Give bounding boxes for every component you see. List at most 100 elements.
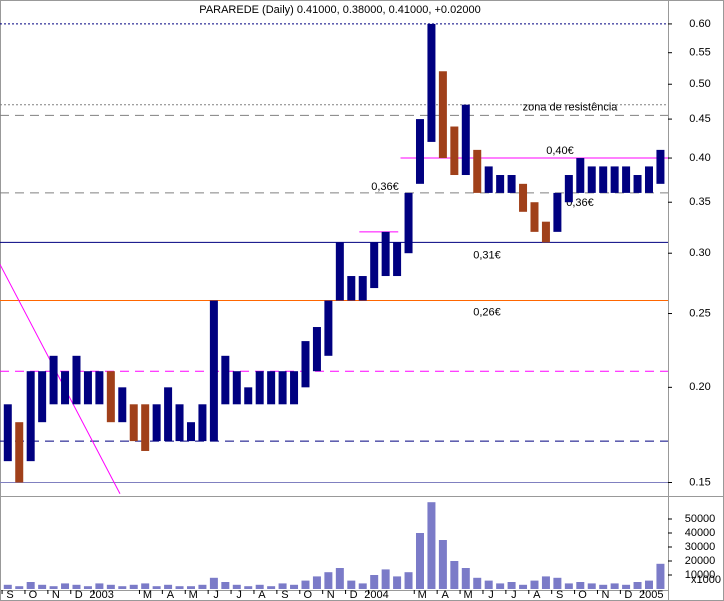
volume-bar bbox=[415, 533, 424, 589]
volume-bar bbox=[312, 576, 321, 589]
volume-bar bbox=[267, 586, 276, 589]
volume-bar bbox=[255, 584, 264, 589]
x-tick-label: O bbox=[29, 589, 38, 601]
volume-bar bbox=[141, 583, 150, 589]
volume-bar bbox=[324, 572, 333, 589]
price-bar bbox=[267, 371, 276, 405]
y-tick-label: 0.35 bbox=[689, 196, 710, 208]
volume-bar bbox=[26, 582, 35, 589]
volume-bar bbox=[576, 582, 585, 589]
volume-bar bbox=[209, 577, 218, 589]
volume-bar bbox=[622, 584, 631, 589]
price-bar bbox=[198, 404, 207, 442]
price-bar bbox=[301, 341, 310, 388]
price-bar bbox=[610, 166, 619, 193]
volume-bar bbox=[393, 576, 402, 589]
price-bar bbox=[496, 175, 505, 193]
volume-bar bbox=[587, 583, 596, 589]
price-bar bbox=[83, 371, 92, 405]
price-bar bbox=[519, 183, 528, 212]
volume-bar bbox=[438, 540, 447, 589]
x-tick-label: A bbox=[258, 589, 266, 601]
x-tick-label: M bbox=[189, 589, 198, 601]
x-tick-label: S bbox=[556, 589, 563, 601]
x-tick-label: D bbox=[624, 589, 632, 601]
x-tick-label: N bbox=[327, 589, 335, 601]
volume-bar bbox=[473, 577, 482, 589]
line-label: 0,36€ bbox=[371, 181, 399, 193]
line-label: 0,40€ bbox=[546, 145, 574, 157]
volume-bar bbox=[633, 582, 642, 589]
y-tick-label: 0.45 bbox=[689, 113, 710, 125]
line-label: zona de resistência bbox=[523, 101, 619, 113]
volume-bar bbox=[530, 580, 539, 589]
volume-bar bbox=[290, 584, 299, 589]
volume-bar bbox=[72, 584, 81, 589]
volume-bar bbox=[610, 583, 619, 589]
volume-bar bbox=[129, 584, 138, 589]
x-tick-label: D bbox=[75, 589, 83, 601]
x-tick-label: N bbox=[52, 589, 60, 601]
y-tick-label: 0.30 bbox=[689, 247, 710, 259]
volume-bar bbox=[335, 568, 344, 589]
price-bar bbox=[370, 242, 379, 289]
price-bar bbox=[49, 355, 58, 405]
x-tick-label: M bbox=[143, 589, 152, 601]
volume-bar bbox=[564, 583, 573, 589]
y-tick-label: 0.50 bbox=[689, 78, 710, 90]
price-bar bbox=[312, 327, 321, 372]
x-tick-label: J bbox=[213, 589, 219, 601]
price-bar bbox=[599, 166, 608, 193]
volume-bar bbox=[599, 584, 608, 589]
volume-bar bbox=[198, 584, 207, 589]
price-bar bbox=[622, 166, 631, 193]
price-bar bbox=[358, 276, 367, 301]
price-bar bbox=[38, 371, 47, 423]
y-tick-label: 50000 bbox=[685, 513, 716, 525]
price-bar bbox=[244, 387, 253, 405]
volume-bar bbox=[95, 583, 104, 589]
price-bar bbox=[415, 119, 424, 184]
price-bar bbox=[324, 300, 333, 356]
trendline bbox=[0, 264, 121, 494]
price-bar bbox=[473, 149, 482, 193]
price-bar bbox=[26, 371, 35, 462]
x-tick-label: 2004 bbox=[364, 589, 388, 601]
price-bar bbox=[507, 175, 516, 193]
y-tick-label: 0.55 bbox=[689, 47, 710, 59]
volume-bar bbox=[496, 583, 505, 589]
y-tick-label: 0.40 bbox=[689, 152, 710, 164]
price-bar bbox=[564, 175, 573, 203]
y-tick-label: 10000 bbox=[685, 569, 716, 581]
volume-bar bbox=[38, 584, 47, 589]
price-bar bbox=[404, 192, 413, 254]
volume-bar bbox=[427, 502, 436, 589]
volume-bar bbox=[301, 580, 310, 589]
volume-bar bbox=[381, 569, 390, 589]
y-tick-label: 40000 bbox=[685, 527, 716, 539]
volume-bar bbox=[507, 582, 516, 589]
price-bar bbox=[438, 71, 447, 159]
price-bar bbox=[118, 387, 127, 423]
price-bar bbox=[232, 371, 241, 405]
line-label: 0,36€ bbox=[566, 197, 594, 209]
volume-bar bbox=[175, 586, 184, 589]
volume-bar bbox=[347, 580, 356, 589]
price-bar bbox=[553, 192, 562, 232]
volume-bar bbox=[164, 584, 173, 589]
y-tick-label: 0.60 bbox=[689, 18, 710, 30]
x-tick-label: N bbox=[601, 589, 609, 601]
price-bar bbox=[3, 404, 12, 462]
volume-bar bbox=[656, 563, 665, 589]
volume-bar bbox=[358, 583, 367, 589]
x-tick-label: D bbox=[350, 589, 358, 601]
price-bar bbox=[450, 126, 459, 176]
x-tick-label: O bbox=[303, 589, 312, 601]
line-label: 0,26€ bbox=[473, 306, 501, 318]
volume-bar bbox=[370, 575, 379, 589]
x-tick-label: A bbox=[167, 589, 175, 601]
y-tick-label: 0.20 bbox=[689, 381, 710, 393]
price-bar bbox=[106, 371, 115, 423]
